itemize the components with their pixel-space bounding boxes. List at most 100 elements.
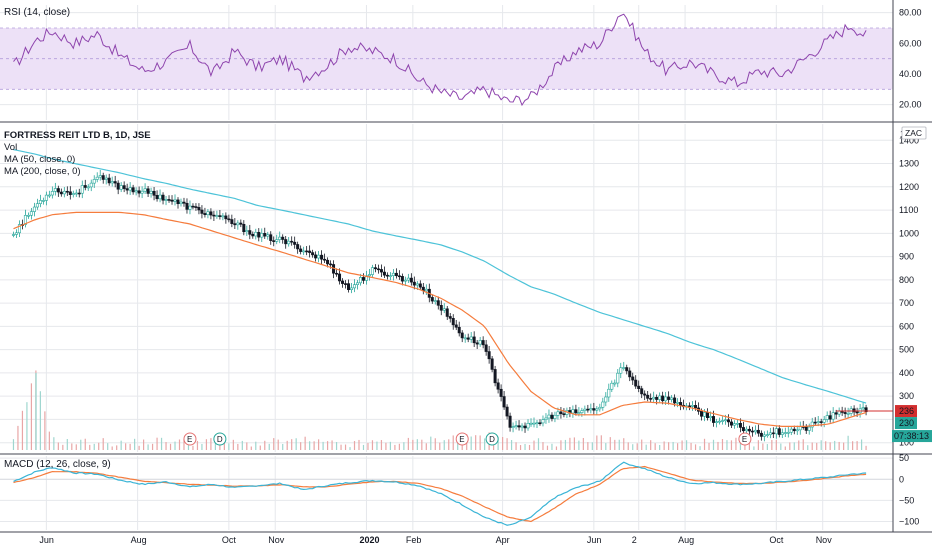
volume-bar [564,439,567,450]
candle-body [580,410,584,413]
volume-bar [107,443,109,450]
rsi-tick-label: 20.00 [899,100,922,110]
volume-bar [609,437,611,450]
price-panel: E D E D E FORTRESS REIT LTD B, 1D, JSE Vol M… [4,130,893,450]
candle-body [358,277,362,284]
volume-bar [304,436,306,450]
volume-bar [39,391,41,450]
candle-body [215,215,219,217]
volume-bar [286,440,288,450]
volume-bar [708,442,710,450]
volume-bar [160,437,163,450]
candle-body [706,412,710,419]
volume-bar [282,443,284,450]
candle-body [32,206,36,212]
candle-body [550,414,554,419]
volume-bar [717,441,719,450]
candle-body [436,300,440,306]
ma50-tag: 230 [895,417,917,430]
volume-bar [98,442,100,450]
rsi-line [13,13,867,107]
volume-bar [591,442,593,450]
currency-label: ZAC [905,128,922,138]
candle-body [158,194,162,200]
macd-tick-label: 0 [899,474,904,484]
volume-bar [353,441,356,450]
candle-body [278,236,282,240]
candle-body [828,415,832,420]
volume-bar [829,442,831,450]
candle-body [780,432,784,435]
volume-bar [187,443,190,450]
candle-body [541,419,545,424]
candle-body [74,192,78,195]
volume-bar [614,439,616,450]
volume-bar [403,442,405,450]
last-price-tag: 236 [895,405,917,418]
candle-body [553,414,557,419]
volume-bar [358,439,360,450]
volume-bar [71,443,73,450]
macd-label: MACD (12, 26, close, 9) [4,459,111,470]
candle-body [649,398,653,400]
candle-body [269,234,273,241]
candle-body [756,429,760,434]
volume-bar [748,438,751,450]
candle-body [544,417,548,420]
volume-bar [228,443,230,450]
candle-body [77,192,81,195]
volume-bar [834,440,836,450]
volume-bar [636,443,638,450]
volume-bar [264,440,266,450]
candle-body [864,407,868,413]
candle-body [320,254,324,260]
volume-bar [255,441,257,450]
candle-body [113,181,117,184]
candle-body [86,186,90,189]
candle-body [182,201,186,204]
volume-bar [825,441,827,450]
candle-body [98,175,102,178]
price-legend: FORTRESS REIT LTD B, 1D, JSE Vol MA (50,… [4,130,151,177]
time-axis-label: Aug [678,535,694,545]
volume-bar [210,438,212,450]
volume-bar [569,437,571,450]
candle-body [53,188,57,192]
time-axis-label: Jun [587,535,602,545]
price-tick-label: 900 [899,252,914,262]
candle-body [472,336,476,344]
volume-bar [376,441,378,450]
candle-body [574,409,578,414]
candle-body [430,297,434,302]
legend-ma50: MA (50, close, 0) [4,154,75,165]
candle-body [245,230,249,233]
candle-body [122,185,126,189]
volume-bar [300,442,302,450]
candle-body [284,239,288,245]
volume-bar [277,439,279,450]
candle-body [562,413,566,416]
volume-bar [147,444,149,450]
volume-bar [309,441,311,450]
candle-body [170,199,174,202]
candle-body [131,187,135,193]
candle-body [607,388,611,398]
volume-bar [89,444,91,450]
candle-body [433,300,437,302]
candle-body [191,205,195,208]
candle-body [774,428,778,435]
volume-bar [632,444,634,450]
rsi-tick-label: 80.00 [899,8,922,18]
volume-bar [259,445,261,450]
volume-bar [412,439,414,450]
macd-tick-label: −100 [899,517,919,527]
volume-bar [398,443,400,450]
event-marker: E [738,432,752,446]
candle-body [155,195,159,200]
volume-bar [129,443,131,450]
candle-body [185,202,189,210]
volume-bar [618,439,620,450]
volume-bar [138,445,140,450]
volume-bar [326,441,329,450]
candle-body [152,190,156,196]
